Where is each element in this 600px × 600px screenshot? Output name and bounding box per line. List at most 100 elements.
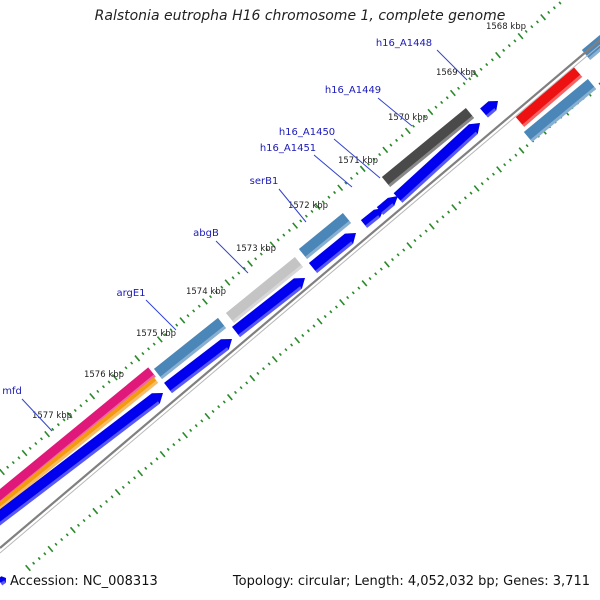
- cds-feature-1: [0, 393, 163, 526]
- tick-mark: [346, 295, 350, 300]
- tick-mark: [294, 336, 301, 344]
- tick-mark: [491, 172, 495, 176]
- kbp-labels: 1568 kbp 1569 kbp 1570 kbp 1571 kbp 1572 kbp…: [32, 22, 526, 421]
- gene-feature-h16_A1449-shine: [388, 115, 475, 188]
- tick-mark: [79, 404, 83, 408]
- tick-mark: [463, 196, 467, 200]
- tick-mark: [175, 323, 179, 327]
- cds-feature-4: [308, 233, 356, 274]
- tick-mark: [278, 352, 282, 357]
- tick-mark: [96, 389, 100, 394]
- gene-label: h16_A1451: [260, 143, 316, 154]
- tick-mark: [517, 32, 524, 40]
- backbone-line: [0, 39, 600, 554]
- tick-mark: [547, 10, 551, 15]
- tick-mark: [447, 210, 451, 214]
- tick-mark: [314, 203, 321, 210]
- tick-mark: [156, 336, 163, 343]
- tick-mark: [395, 138, 399, 142]
- kbp-label: 1575 kbp: [136, 329, 176, 339]
- tick-mark: [155, 457, 159, 461]
- gene-feature-abgB: [225, 256, 304, 324]
- tick-mark: [301, 333, 305, 338]
- gene-label: h16_A1450: [279, 127, 335, 138]
- gene-feature-orange-body: [0, 377, 159, 511]
- tick-mark: [21, 449, 28, 457]
- tick-mark: [211, 409, 215, 413]
- gene-label: h16_A1449: [325, 85, 381, 96]
- tick-mark: [177, 438, 181, 442]
- tick-mark: [56, 423, 60, 427]
- tick-mark: [0, 468, 5, 476]
- callout-line: [313, 154, 353, 188]
- tick-mark: [540, 13, 547, 21]
- tick-mark: [480, 182, 484, 186]
- tick-mark: [65, 533, 69, 537]
- tick-mark: [32, 561, 36, 565]
- tick-mark: [51, 427, 55, 431]
- tick-mark: [435, 220, 439, 224]
- tick-mark: [34, 441, 38, 446]
- tick-mark: [163, 333, 167, 337]
- tick-mark: [37, 556, 41, 561]
- tick-mark: [222, 400, 226, 404]
- gene-label: h16_A1448: [376, 38, 432, 49]
- tick-mark: [479, 67, 483, 71]
- tick-mark: [6, 465, 10, 469]
- gene-feature-serB1-shine: [305, 220, 352, 260]
- kbp-label: 1568 kbp: [486, 22, 526, 32]
- tick-mark: [233, 390, 238, 395]
- tick-mark: [344, 181, 348, 185]
- tick-mark: [149, 462, 153, 466]
- tick-mark: [204, 412, 211, 420]
- tick-mark: [76, 523, 80, 527]
- tick-mark: [159, 450, 166, 458]
- tick-mark: [321, 200, 325, 204]
- tick-mark: [400, 134, 404, 138]
- cds-feature-7-body: [393, 123, 480, 203]
- tick-mark: [372, 157, 376, 161]
- tick-mark: [496, 166, 503, 173]
- tick-mark: [530, 25, 534, 29]
- kbp-label: 1573 kbp: [236, 244, 276, 254]
- tick-mark: [374, 272, 378, 276]
- tick-mark: [147, 347, 151, 351]
- gene-feature-abgB-shine: [232, 264, 304, 324]
- tick-mark: [508, 158, 512, 162]
- cds-feature-corner-body: [0, 576, 6, 586]
- tick-mark: [237, 271, 241, 275]
- gene-feature-orange-shine: [0, 380, 159, 511]
- tick-mark: [306, 329, 310, 333]
- tick-mark: [209, 295, 213, 299]
- tick-mark: [134, 355, 141, 362]
- tick-mark: [141, 351, 145, 356]
- tick-mark: [111, 373, 118, 381]
- tick-mark: [337, 184, 344, 192]
- tick-mark: [472, 70, 479, 78]
- gene-features: [0, 35, 600, 586]
- cds-feature-4-body: [308, 233, 356, 274]
- tick-mark: [239, 386, 243, 390]
- tick-mark: [152, 342, 156, 346]
- cds-feature-6: [376, 196, 398, 215]
- gene-feature-red-body: [515, 67, 583, 127]
- tick-mark: [226, 393, 233, 401]
- gene-label: abgB: [193, 228, 219, 239]
- cds-feature-2-body: [164, 339, 232, 394]
- cds-feature-5-body: [360, 208, 384, 228]
- tick-mark: [43, 552, 47, 556]
- tick-mark: [468, 77, 472, 81]
- backbone-line-shadow: [0, 44, 600, 554]
- tick-mark: [495, 51, 501, 59]
- tick-mark: [269, 241, 276, 248]
- tick-mark: [73, 408, 77, 412]
- tick-mark: [254, 257, 258, 261]
- tick-mark: [503, 163, 507, 167]
- tick-mark: [402, 248, 406, 252]
- tick-mark: [339, 299, 345, 306]
- tick-mark: [220, 285, 224, 289]
- tick-mark: [458, 201, 462, 205]
- tick-mark: [366, 162, 370, 166]
- tick-mark: [473, 185, 480, 192]
- tick-mark: [390, 257, 395, 262]
